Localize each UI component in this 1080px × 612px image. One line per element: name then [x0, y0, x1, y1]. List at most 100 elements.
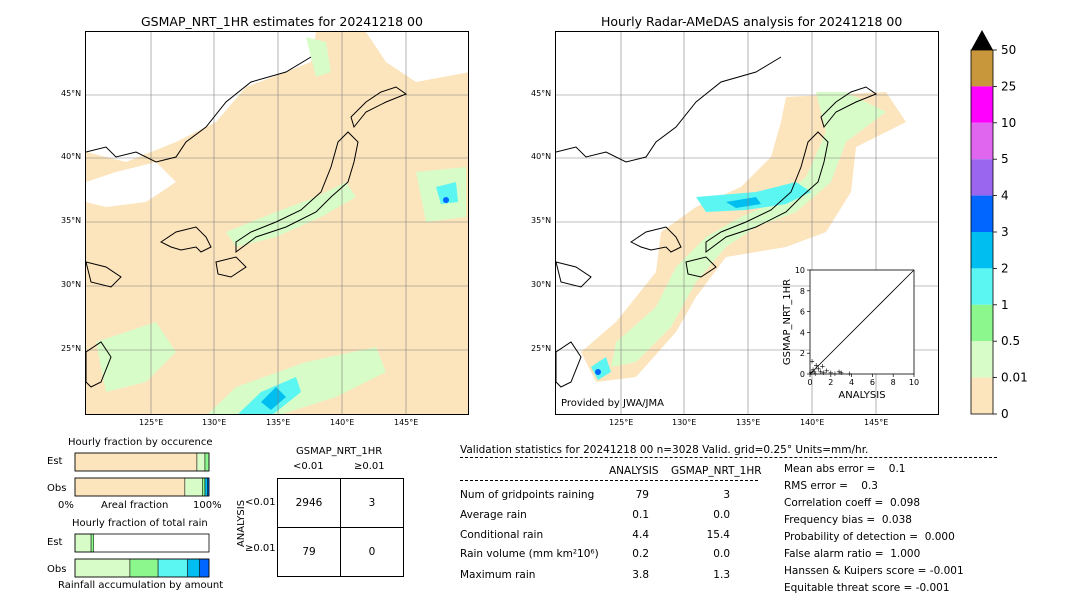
- occurrence-x-left: 0%: [58, 500, 74, 511]
- scatter-y-tick-label: 4: [800, 328, 805, 337]
- colorbar-segment: [971, 50, 993, 87]
- scatter-y-tick-label: 2: [800, 349, 805, 358]
- colorbar-tick-label: 25: [1001, 79, 1016, 93]
- colorbar-tick-label: 1: [1001, 298, 1009, 312]
- scatter-x-tick-label: 8: [891, 378, 896, 387]
- rain-bar-obs-segment: [199, 558, 210, 578]
- occurrence-bar-obs-segment: [74, 477, 186, 497]
- scatter-point: +: [828, 369, 834, 377]
- right-lat-label-30: 30°N: [531, 280, 552, 289]
- colorbar: 50 25 10 5 4 3 2 1 0.5 0.01 0: [970, 30, 1028, 420]
- colorbar-tick-label: 0.5: [1001, 334, 1020, 348]
- contingency-col-ge: ≥0.01: [354, 461, 385, 472]
- scatter-diagonal: [809, 269, 915, 375]
- left-lat-label-45: 45°N: [61, 89, 82, 98]
- rain-bar-obs-segment: [187, 558, 200, 578]
- left-lat-label-40: 40°N: [61, 152, 82, 161]
- rain-bar-obs-segment: [74, 558, 131, 578]
- scatter-point: +: [813, 362, 819, 370]
- left-map: [85, 31, 469, 415]
- right-lon-label-145: 145°E: [864, 418, 889, 427]
- scatter-x-tick-label: 0: [807, 378, 812, 387]
- occurrence-bar-est-segment: [74, 452, 198, 472]
- occurrence-bar-obs-segment: [184, 477, 203, 497]
- scatter-point: +: [832, 370, 838, 378]
- rain-bar-est-segment: [90, 533, 95, 553]
- validation-header: Validation statistics for 20241218 00 n=…: [460, 444, 869, 456]
- right-lon-label-140: 140°E: [800, 418, 825, 427]
- stat-row-label: Rain volume (mm km²10⁶): [460, 548, 599, 560]
- occurrence-title: Hourly fraction by occurence: [68, 437, 213, 448]
- right-map: Provided by JWA/JMA: [555, 31, 939, 415]
- right-lat-label-45: 45°N: [531, 89, 552, 98]
- scatter-xlabel: ANALYSIS: [838, 390, 885, 401]
- stat-row-gsmap: 3: [723, 489, 730, 501]
- rain-fraction-bars: [74, 533, 210, 578]
- right-lon-label-125: 125°E: [609, 418, 634, 427]
- rain-bar-obs-segment: [129, 558, 159, 578]
- left-lon-label-130: 130°E: [202, 418, 227, 427]
- contingency-cell-01: 3: [340, 478, 404, 528]
- scatter-y-tick-label: 0: [800, 370, 805, 379]
- rain-est-label: Est: [47, 537, 63, 548]
- stat-row-analysis: 79: [635, 489, 649, 501]
- scatter-point: +: [812, 370, 818, 378]
- scatter-x-tick-label: 6: [870, 378, 875, 387]
- rain-bar-est-frame: [74, 533, 210, 553]
- stat-row-gsmap: 0.0: [713, 548, 730, 560]
- right-map-title: Hourly Radar-AMeDAS analysis for 2024121…: [601, 14, 903, 29]
- colorbar-segment: [971, 86, 993, 123]
- scatter-point: +: [821, 369, 827, 377]
- score-pod: Probability of detection = 0.000: [784, 531, 955, 543]
- scatter-y-tick-label: 8: [800, 287, 805, 296]
- occurrence-xlabel: Areal fraction: [101, 500, 169, 511]
- score-corr: Correlation coeff = 0.098: [784, 497, 920, 509]
- scatter-y-tick-label: 10: [795, 266, 805, 275]
- scatter-point: +: [824, 367, 830, 375]
- radar-credit: Provided by JWA/JMA: [561, 398, 664, 409]
- stat-row-label: Num of gridpoints raining: [460, 489, 595, 501]
- occurrence-bar-est-segment: [204, 452, 210, 472]
- colorbar-segment: [971, 341, 993, 378]
- colorbar-segment: [971, 122, 993, 160]
- validation-col-analysis: ANALYSIS: [609, 465, 659, 477]
- scatter-point: +: [817, 368, 823, 376]
- scatter-point: +: [820, 363, 826, 371]
- occurrence-obs-label: Obs: [47, 483, 67, 494]
- stat-row-analysis: 0.1: [632, 509, 649, 521]
- scatter-point: +: [838, 369, 844, 377]
- colorbar-tick-label: 10: [1001, 116, 1016, 130]
- contingency-cell-10: 79: [277, 527, 341, 577]
- stat-row-label: Maximum rain: [460, 569, 536, 581]
- left-lat-label-35: 35°N: [61, 216, 82, 225]
- validation-col-gsmap: GSMAP_NRT_1HR: [671, 465, 762, 477]
- right-lon-label-130: 130°E: [672, 418, 697, 427]
- occurrence-bar-obs-frame: [74, 477, 210, 497]
- colorbar-tick-label: 3: [1001, 225, 1009, 239]
- colorbar-segment: [971, 377, 993, 414]
- occurrence-est-label: Est: [47, 456, 63, 467]
- rain-xlabel: Rainfall accumulation by amount: [58, 580, 224, 591]
- colorbar-segment: [971, 195, 993, 232]
- stat-row-gsmap: 15.4: [706, 529, 730, 541]
- scatter-point: +: [809, 357, 815, 365]
- scatter-point: +: [836, 368, 842, 376]
- right-lat-label-35: 35°N: [531, 216, 552, 225]
- colorbar-tick-label: 0.01: [1001, 371, 1028, 385]
- colorbar-segment: [971, 304, 993, 342]
- stat-row-gsmap: 1.3: [713, 569, 730, 581]
- stat-row-analysis: 4.4: [632, 529, 649, 541]
- stat-row-analysis: 0.2: [632, 548, 649, 560]
- stat-row-analysis: 3.8: [632, 569, 649, 581]
- left-map-canvas: [86, 32, 468, 414]
- occurrence-bar-est-segment: [196, 452, 206, 472]
- left-lon-label-135: 135°E: [266, 418, 291, 427]
- contingency-cell-11: 0: [340, 527, 404, 577]
- rain-obs-label: Obs: [47, 564, 67, 575]
- colorbar-segment: [971, 268, 993, 305]
- stat-row-label: Conditional rain: [460, 529, 544, 541]
- occurrence-bar-est-frame: [74, 452, 210, 472]
- right-lat-label-40: 40°N: [531, 152, 552, 161]
- colorbar-tick-label: 0: [1001, 407, 1009, 420]
